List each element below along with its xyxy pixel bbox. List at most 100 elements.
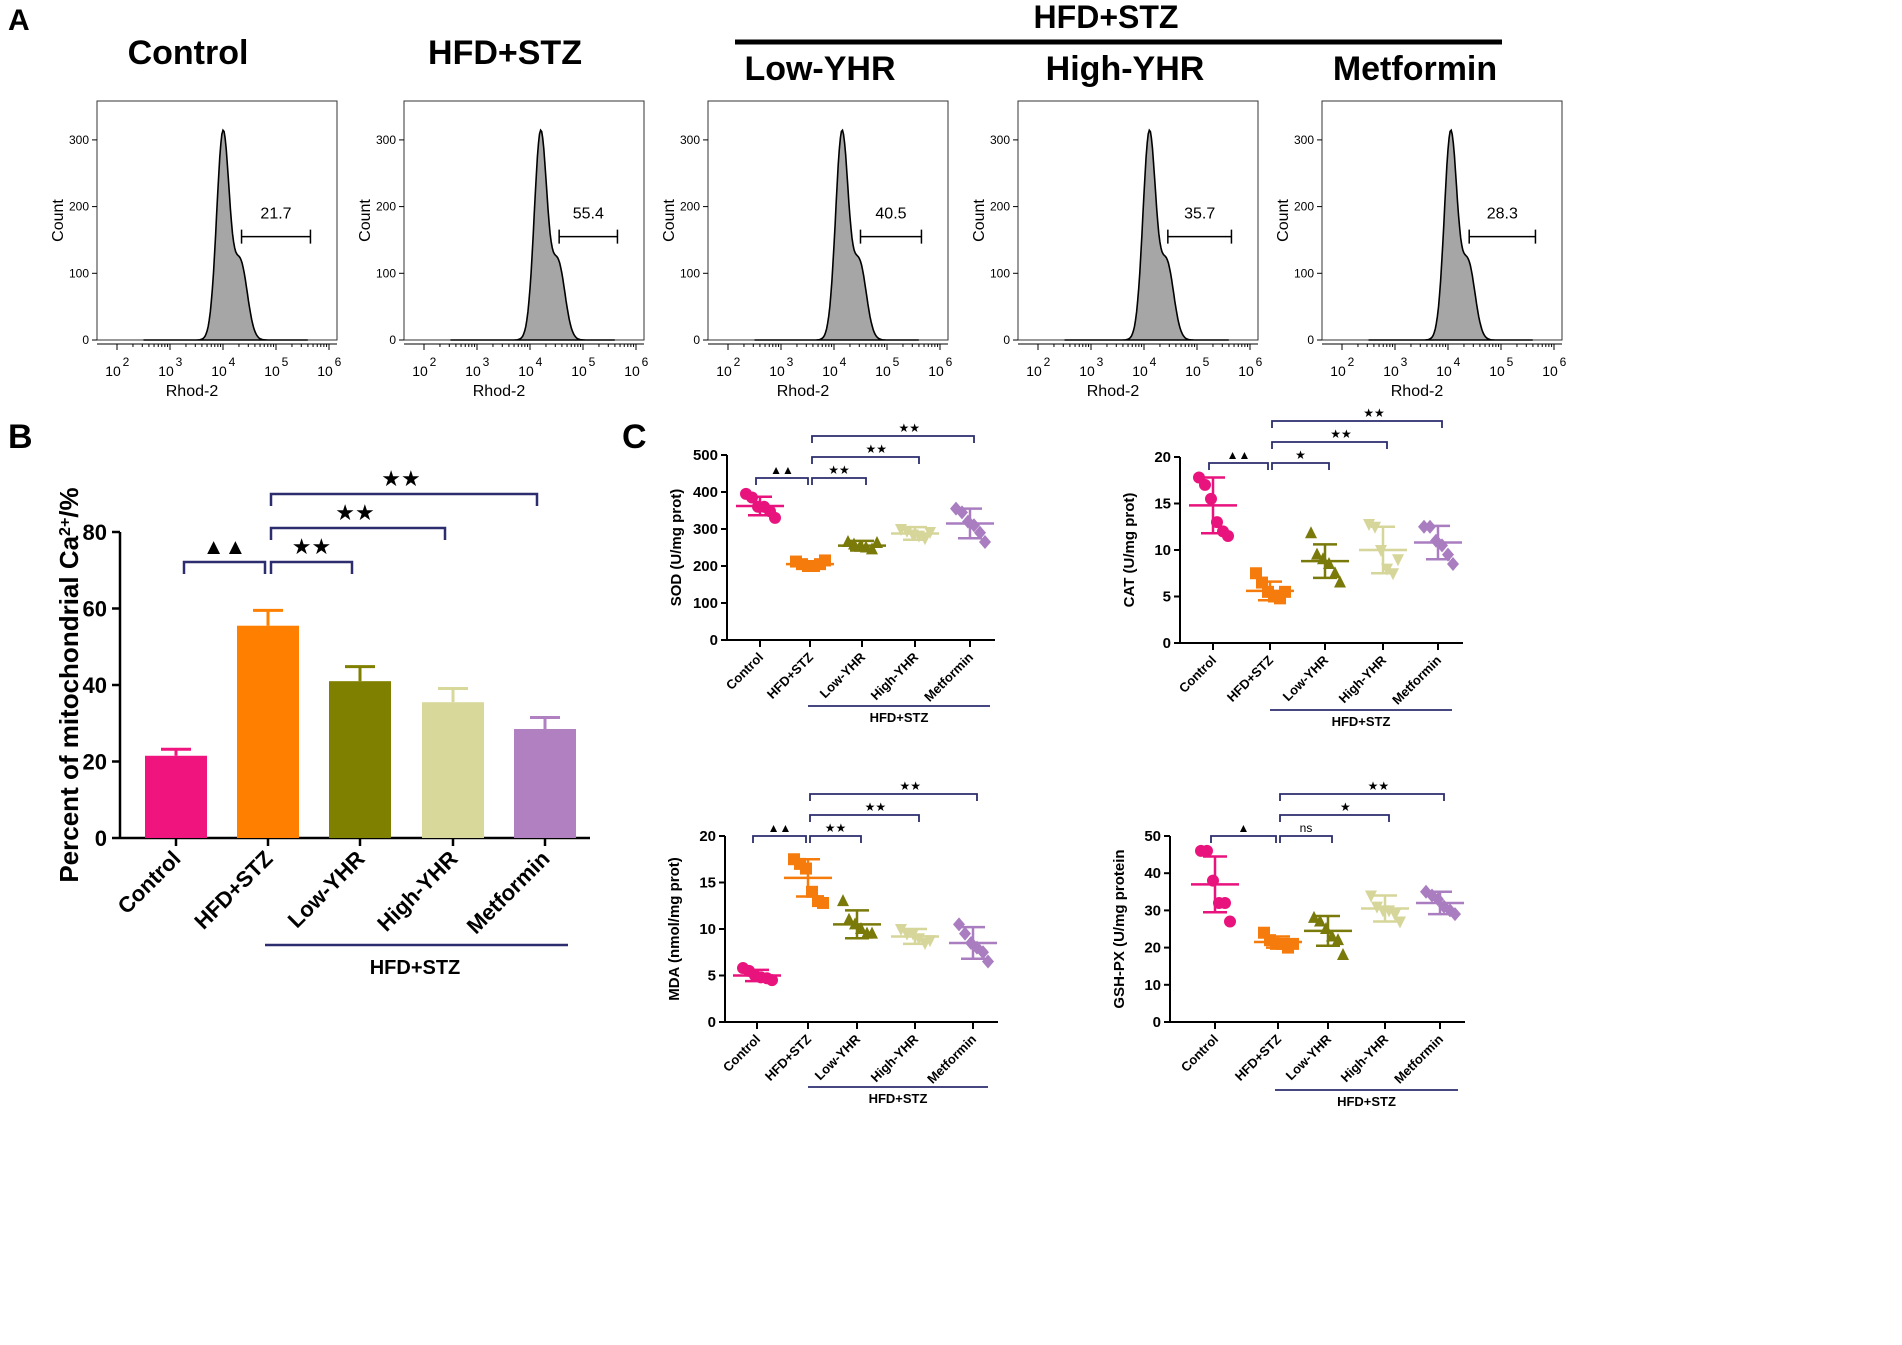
y-tick-label: 100	[680, 266, 700, 280]
significance-label: ★★	[335, 500, 374, 525]
group-label: HFD+STZ	[370, 957, 461, 979]
y-tick-label: 200	[990, 200, 1010, 214]
significance-label: ★★	[825, 821, 847, 835]
y-label-sup: 2+	[57, 518, 74, 536]
plot-frame	[403, 100, 645, 341]
significance-bracket	[1279, 793, 1445, 801]
y-tick-label: 200	[680, 200, 700, 214]
x-tick-label: High-YHR	[1338, 1031, 1392, 1085]
data-point	[1365, 890, 1377, 903]
data-point	[1389, 909, 1401, 922]
significance-label: ★★	[865, 800, 887, 814]
y-axis-label: Count	[661, 199, 678, 242]
significance-label: ▲▲	[770, 463, 794, 477]
x-tick-label: High-YHR	[868, 1031, 922, 1085]
significance-bracket	[269, 526, 447, 540]
y-axis-label: CAT (U/mg prot)	[1121, 493, 1138, 608]
y-tick-label: 15	[1154, 496, 1171, 513]
data-point	[1224, 915, 1236, 928]
data-point	[959, 926, 971, 941]
histogram-title: High-YHR	[1046, 50, 1205, 88]
x-tick-label: HFD+STZ	[762, 1031, 814, 1083]
y-tick-label: 400	[693, 484, 718, 501]
gate-marker	[558, 229, 619, 244]
significance-bracket	[809, 793, 978, 801]
y-tick-label: 0	[95, 826, 107, 851]
y-axis-label: GSH-PX (U/mg protein	[1111, 849, 1128, 1008]
x-tick-label: Metformin	[1391, 1031, 1446, 1086]
x-tick-base: 10	[624, 363, 640, 379]
data-point	[769, 511, 781, 524]
x-tick-exponent: 4	[536, 355, 543, 369]
histogram-curve	[450, 128, 615, 341]
x-tick-label: High-YHR	[868, 649, 922, 703]
significance-label: ★★	[865, 442, 887, 456]
significance-label: ★★	[828, 463, 850, 477]
y-tick-label: 200	[376, 200, 396, 214]
x-tick-exponent: 4	[1454, 355, 1461, 369]
y-tick-label: 30	[1144, 902, 1161, 919]
data-point	[1337, 948, 1349, 961]
histogram-curve	[143, 128, 308, 341]
data-point	[866, 926, 878, 939]
x-tick-exponent: 5	[1203, 355, 1210, 369]
x-tick-exponent: 5	[282, 355, 289, 369]
histogram-3: High-YHR35.70100200300Count1021031041051…	[971, 50, 1263, 400]
y-axis-label: Percent of mitochondrial Ca2+/%	[54, 487, 84, 882]
data-point	[1199, 478, 1211, 491]
x-tick-base: 10	[1132, 363, 1148, 379]
significance-label: ★★	[898, 421, 920, 435]
data-point	[817, 896, 829, 909]
x-tick-exponent: 2	[734, 355, 741, 369]
y-tick-label: 0	[710, 632, 718, 649]
plot-frame	[707, 100, 949, 341]
significance-bracket	[182, 560, 267, 574]
x-tick-base: 10	[317, 363, 333, 379]
y-tick-label: 10	[699, 921, 716, 938]
histogram-4: Metformin28.30100200300Count102103104105…	[1275, 50, 1567, 400]
x-tick-base: 10	[571, 363, 587, 379]
y-tick-label: 40	[1144, 865, 1161, 882]
x-tick-base: 10	[264, 363, 280, 379]
y-tick-label: 0	[1153, 1014, 1161, 1031]
y-axis-label: Count	[971, 199, 988, 242]
y-tick-label: 200	[1294, 200, 1314, 214]
significance-label: ▲▲	[1227, 448, 1251, 462]
significance-bracket	[752, 835, 807, 843]
histogram-0: Control21.70100200300Count10210310410510…	[50, 34, 342, 400]
y-tick-label: 20	[1154, 449, 1171, 466]
x-tick-label: Metformin	[1389, 652, 1444, 707]
gate-value-label: 35.7	[1184, 206, 1215, 223]
bar-1	[237, 625, 299, 838]
x-tick-base: 10	[1542, 363, 1558, 379]
panel-label-c: C	[622, 418, 647, 456]
histogram-curve	[1368, 128, 1533, 341]
gate-marker	[859, 229, 923, 244]
data-point	[901, 525, 913, 538]
histogram-title: Control	[128, 34, 249, 72]
x-tick-base: 10	[1383, 363, 1399, 379]
significance-bracket	[811, 477, 867, 485]
x-tick-label: Control	[1178, 1032, 1221, 1075]
gate-marker	[240, 229, 312, 244]
histogram-curve	[1064, 128, 1229, 341]
y-tick-label: 0	[708, 1014, 716, 1031]
data-point	[1305, 526, 1317, 539]
x-tick-label: Low-YHR	[1280, 652, 1332, 704]
x-axis-label: Rhod-2	[1087, 383, 1140, 400]
x-axis-label: Rhod-2	[777, 383, 830, 400]
data-point	[1311, 547, 1323, 560]
x-tick-exponent: 3	[176, 355, 183, 369]
y-tick-label: 0	[1307, 333, 1314, 347]
group-label: HFD+STZ	[1337, 1094, 1396, 1109]
x-tick-exponent: 6	[335, 355, 342, 369]
x-tick-label: Low-YHR	[812, 1031, 864, 1083]
y-tick-label: 0	[1003, 333, 1010, 347]
x-tick-exponent: 3	[1401, 355, 1408, 369]
x-tick-base: 10	[769, 363, 785, 379]
y-axis-label: MDA (nmol/mg prot)	[666, 857, 683, 1001]
